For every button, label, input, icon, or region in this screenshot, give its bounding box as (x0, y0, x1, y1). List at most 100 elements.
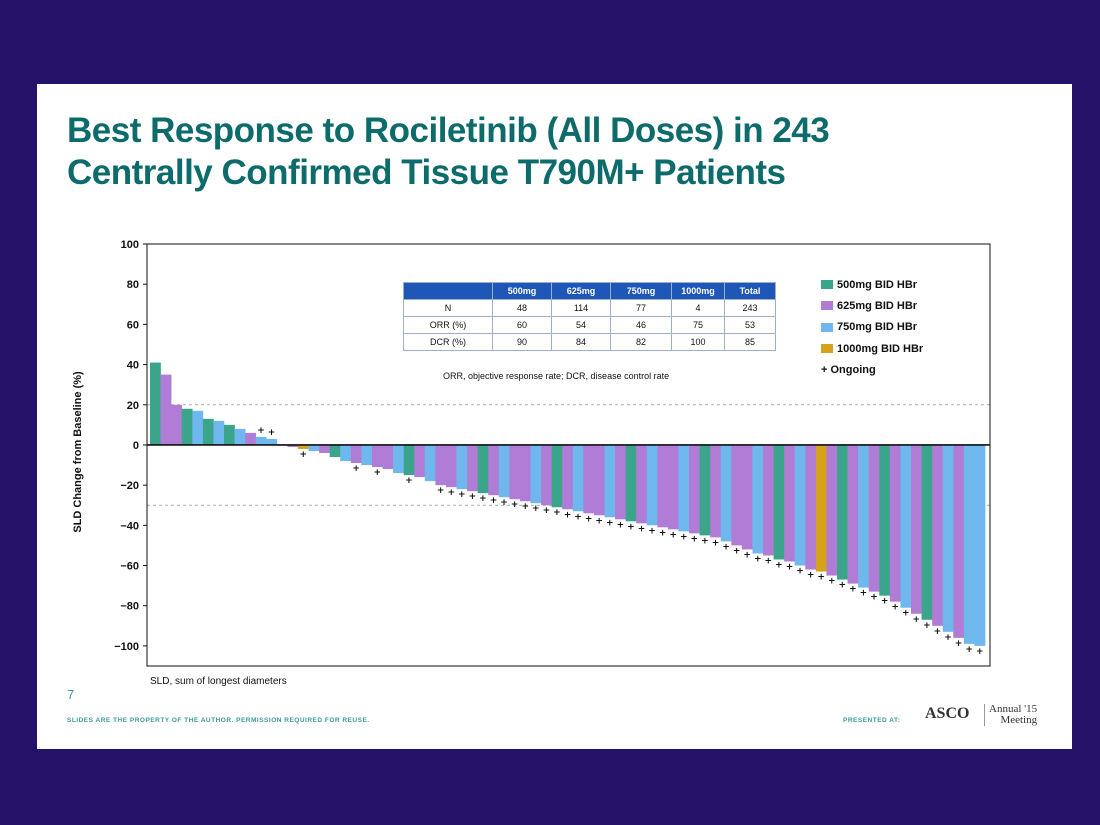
bar (160, 374, 172, 445)
y-tick-label: 60 (127, 319, 139, 331)
legend-label: 500mg BID HBr (837, 278, 918, 291)
bar (213, 420, 225, 445)
ongoing-marker: + (775, 560, 783, 570)
table-header-1000mg: 1000mg (671, 282, 725, 300)
y-axis-label: SLD Change from Baseline (%) (72, 371, 84, 533)
ongoing-marker: + (976, 647, 984, 657)
bar (361, 444, 373, 466)
bar (752, 444, 764, 554)
bar (223, 424, 235, 445)
ongoing-marker: + (595, 516, 603, 526)
bar (329, 444, 341, 458)
ongoing-marker: + (955, 639, 963, 649)
table-note: ORR, objective response rate; DCR, disea… (443, 371, 670, 381)
page-number: 7 (67, 687, 75, 702)
ongoing-marker: + (733, 546, 741, 556)
ongoing-marker: + (839, 581, 847, 591)
bar (847, 444, 859, 584)
waterfall-chart: + +++ +++ + + + + + + + + + + + + + + + + + + + + + + + + + + + + + + + + +… (72, 239, 991, 667)
bar (805, 444, 817, 570)
y-tick-label: 80 (127, 279, 139, 291)
bar (266, 438, 278, 445)
bar (921, 444, 933, 620)
ongoing-marker: + (299, 450, 307, 460)
ongoing-marker: + (691, 534, 699, 544)
y-tick-label: −100 (114, 641, 139, 653)
bar (604, 444, 616, 518)
bar (393, 444, 404, 474)
bar (974, 444, 986, 646)
ongoing-marker: + (500, 498, 508, 508)
bar (667, 444, 679, 530)
ongoing-marker: + (712, 538, 720, 548)
ongoing-marker: + (860, 589, 868, 599)
ongoing-marker: + (564, 510, 572, 520)
bar (815, 444, 827, 572)
legend-label: 1000mg BID HBr (837, 342, 924, 355)
table-cell: 77 (610, 299, 672, 317)
table-cell: 60 (492, 316, 552, 334)
bar (319, 444, 330, 453)
bar (826, 444, 838, 576)
bar (551, 444, 563, 508)
ongoing-marker: + (447, 488, 455, 498)
bar (678, 444, 690, 532)
table-row: DCR (%) 90 84 82 100 85 (403, 333, 776, 351)
ongoing-marker: + (754, 554, 762, 564)
ongoing-marker: + (828, 577, 836, 587)
table-header-500mg: 500mg (492, 282, 552, 300)
bar (720, 444, 732, 542)
ongoing-marker: + (902, 609, 910, 619)
bar (879, 444, 891, 596)
legend-item-750mg: 750mg BID HBr (821, 317, 923, 338)
bar (731, 444, 743, 546)
bar (953, 444, 965, 638)
chart-bars (150, 362, 986, 646)
ongoing-marker: + (617, 520, 625, 530)
bar (519, 444, 531, 502)
table-cell: 75 (671, 316, 725, 334)
chart-legend: 500mg BID HBr 625mg BID HBr 750mg BID HB… (821, 274, 923, 380)
bar (646, 444, 658, 526)
bar (942, 444, 954, 632)
ongoing-markers: + +++ +++ + + + + + + + + + + + + + + + + + + + + + + + + + + + + + + + + +… (257, 426, 983, 657)
table-cell: DCR (%) (403, 333, 493, 351)
dose-summary-table: 500mg 625mg 750mg 1000mg Total N 48 114 … (403, 282, 776, 351)
ongoing-marker: + (638, 524, 646, 534)
annual-meeting-line-1: Annual '15 (989, 703, 1038, 715)
ongoing-marker: + (680, 532, 688, 542)
table-row: ORR (%) 60 54 46 75 53 (403, 316, 776, 334)
y-tick-label: 0 (133, 440, 139, 452)
ongoing-marker: + (437, 486, 445, 496)
slide: Best Response to Rociletinib (All Doses)… (37, 84, 1072, 749)
chart-axes: 100 80 60 40 20 0 −20 −40 −60 −80 −100 (114, 239, 991, 667)
bar (593, 444, 605, 516)
y-tick-label: −60 (120, 561, 139, 573)
bar (424, 444, 436, 482)
y-tick-label: 100 (121, 239, 139, 251)
footer-copyright: SLIDES ARE THE PROPERTY OF THE AUTHOR. P… (67, 717, 370, 724)
legend-item-625mg: 625mg BID HBr (821, 295, 923, 316)
slide-title: Best Response to Rociletinib (All Doses)… (67, 110, 1047, 194)
table-header-total: Total (724, 282, 776, 300)
legend-swatch (821, 301, 833, 311)
ongoing-marker: + (458, 490, 466, 500)
ongoing-marker: + (722, 542, 730, 552)
table-cell: 84 (551, 333, 611, 351)
bar (150, 362, 161, 445)
title-line-1: Best Response to Rociletinib (All Doses)… (67, 111, 830, 150)
ongoing-marker: + (881, 597, 889, 607)
bar (541, 444, 552, 506)
bar (498, 444, 510, 498)
legend-swatch (821, 344, 833, 354)
bar (171, 404, 183, 445)
bar (245, 432, 256, 445)
table-cell: ORR (%) (403, 316, 493, 334)
bar (911, 444, 922, 614)
title-line-2: Centrally Confirmed Tissue T790M+ Patien… (67, 153, 786, 192)
ongoing-marker: + (786, 563, 794, 573)
bar (350, 444, 362, 464)
y-tick-label: −40 (120, 520, 139, 532)
bar (689, 444, 700, 534)
legend-label: 625mg BID HBr (837, 299, 918, 312)
